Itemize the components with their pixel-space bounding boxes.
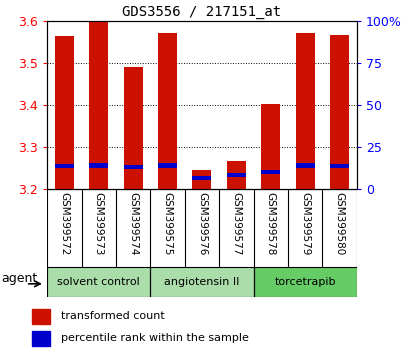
Text: GSM399573: GSM399573 [94,192,103,255]
Bar [31,309,50,324]
Bar [31,331,50,346]
Title: GDS3556 / 217151_at: GDS3556 / 217151_at [122,5,281,19]
Bar [124,68,142,189]
Text: GSM399572: GSM399572 [59,192,69,255]
Bar [295,163,314,167]
Text: GSM399580: GSM399580 [334,192,344,255]
Bar [261,104,279,189]
Bar [329,35,348,189]
Bar [226,161,245,189]
Bar [329,164,348,169]
Bar [89,163,108,167]
Text: GSM399579: GSM399579 [299,192,309,255]
Text: GSM399575: GSM399575 [162,192,172,255]
Bar [150,267,253,297]
Bar [261,170,279,174]
Bar [295,33,314,189]
Text: angiotensin II: angiotensin II [164,277,239,287]
Text: percentile rank within the sample: percentile rank within the sample [61,333,248,343]
Text: GSM399578: GSM399578 [265,192,275,255]
Bar [158,33,177,189]
Bar [253,267,356,297]
Bar [124,165,142,169]
Text: GSM399577: GSM399577 [231,192,241,255]
Bar [158,163,177,167]
Bar [192,171,211,189]
Bar [226,173,245,177]
Bar [55,36,74,189]
Text: GSM399576: GSM399576 [196,192,207,255]
Bar [192,176,211,180]
Bar [89,21,108,189]
Text: transformed count: transformed count [61,312,164,321]
Text: agent: agent [1,272,37,285]
Text: solvent control: solvent control [57,277,140,287]
Text: torcetrapib: torcetrapib [274,277,335,287]
Text: GSM399574: GSM399574 [128,192,138,255]
Bar [47,267,150,297]
Bar [55,164,74,169]
